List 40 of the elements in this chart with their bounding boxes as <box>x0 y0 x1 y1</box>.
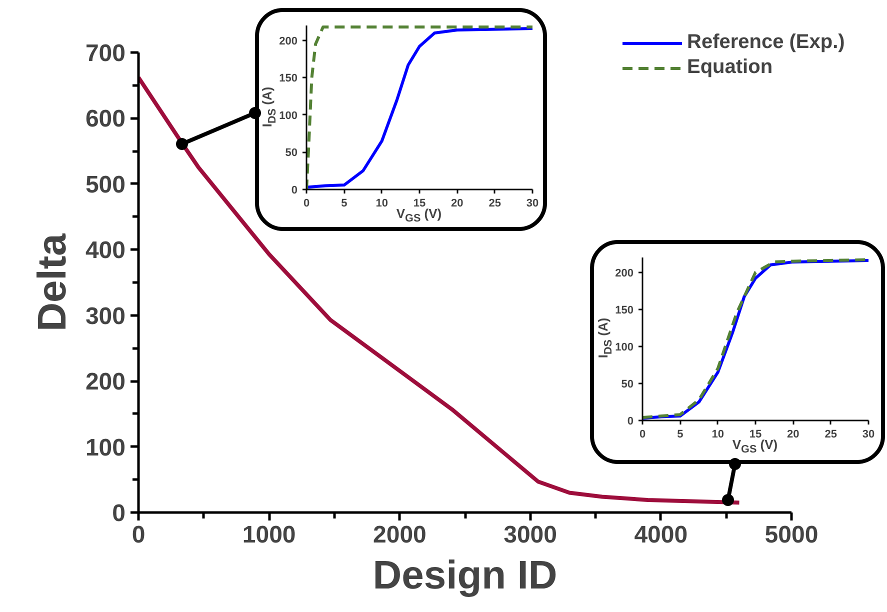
x-tick-label: 1000 <box>242 522 296 548</box>
y-tick-label: 0 <box>291 184 298 196</box>
y-tick-label: 150 <box>615 304 634 316</box>
y-axis-title: Delta <box>30 232 74 332</box>
x-tick-label: 4000 <box>634 522 688 548</box>
x-tick-label: 0 <box>639 428 646 440</box>
x-axis-title: Design ID <box>372 554 558 598</box>
x-tick-label: 5 <box>677 428 684 440</box>
legend-label: Equation <box>687 56 773 79</box>
y-tick-label: 200 <box>615 267 634 280</box>
y-tick-label: 500 <box>85 171 126 198</box>
x-tick-label: 0 <box>132 522 146 548</box>
x-tick-label: 30 <box>526 198 539 210</box>
y-tick-label: 0 <box>627 416 634 428</box>
x-tick-label: 2000 <box>373 522 426 548</box>
x-tick-label: 20 <box>787 428 800 440</box>
y-tick-label: 100 <box>279 110 298 122</box>
y-tick-label: 400 <box>85 237 126 264</box>
y-tick-label: 0 <box>112 500 126 527</box>
x-tick-label: 3000 <box>504 522 557 548</box>
x-tick-label: 5000 <box>764 522 818 548</box>
x-tick-label: 10 <box>712 428 724 440</box>
x-tick-label: 0 <box>303 198 310 210</box>
y-tick-label: 150 <box>279 72 298 85</box>
x-tick-label: 5 <box>341 198 348 210</box>
legend-label: Reference (Exp.) <box>687 31 845 54</box>
y-tick-label: 50 <box>621 378 634 390</box>
x-tick-label: 30 <box>862 428 875 440</box>
x-tick-label: 20 <box>451 198 464 210</box>
y-tick-label: 700 <box>85 40 126 67</box>
y-tick-label: 100 <box>615 341 634 354</box>
y-tick-label: 100 <box>85 434 126 462</box>
y-tick-label: 300 <box>85 302 126 330</box>
y-tick-label: 600 <box>85 106 126 133</box>
y-tick-label: 50 <box>285 147 298 160</box>
y-tick-label: 200 <box>85 368 126 396</box>
y-tick-label: 200 <box>279 35 298 48</box>
x-tick-label: 10 <box>376 198 388 210</box>
x-tick-label: 25 <box>824 428 837 440</box>
x-tick-label: 25 <box>488 198 501 210</box>
